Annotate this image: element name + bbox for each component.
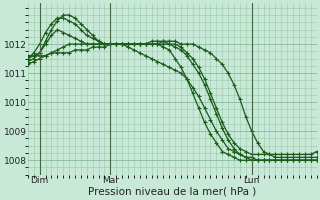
X-axis label: Pression niveau de la mer( hPa ): Pression niveau de la mer( hPa ) <box>88 187 256 197</box>
